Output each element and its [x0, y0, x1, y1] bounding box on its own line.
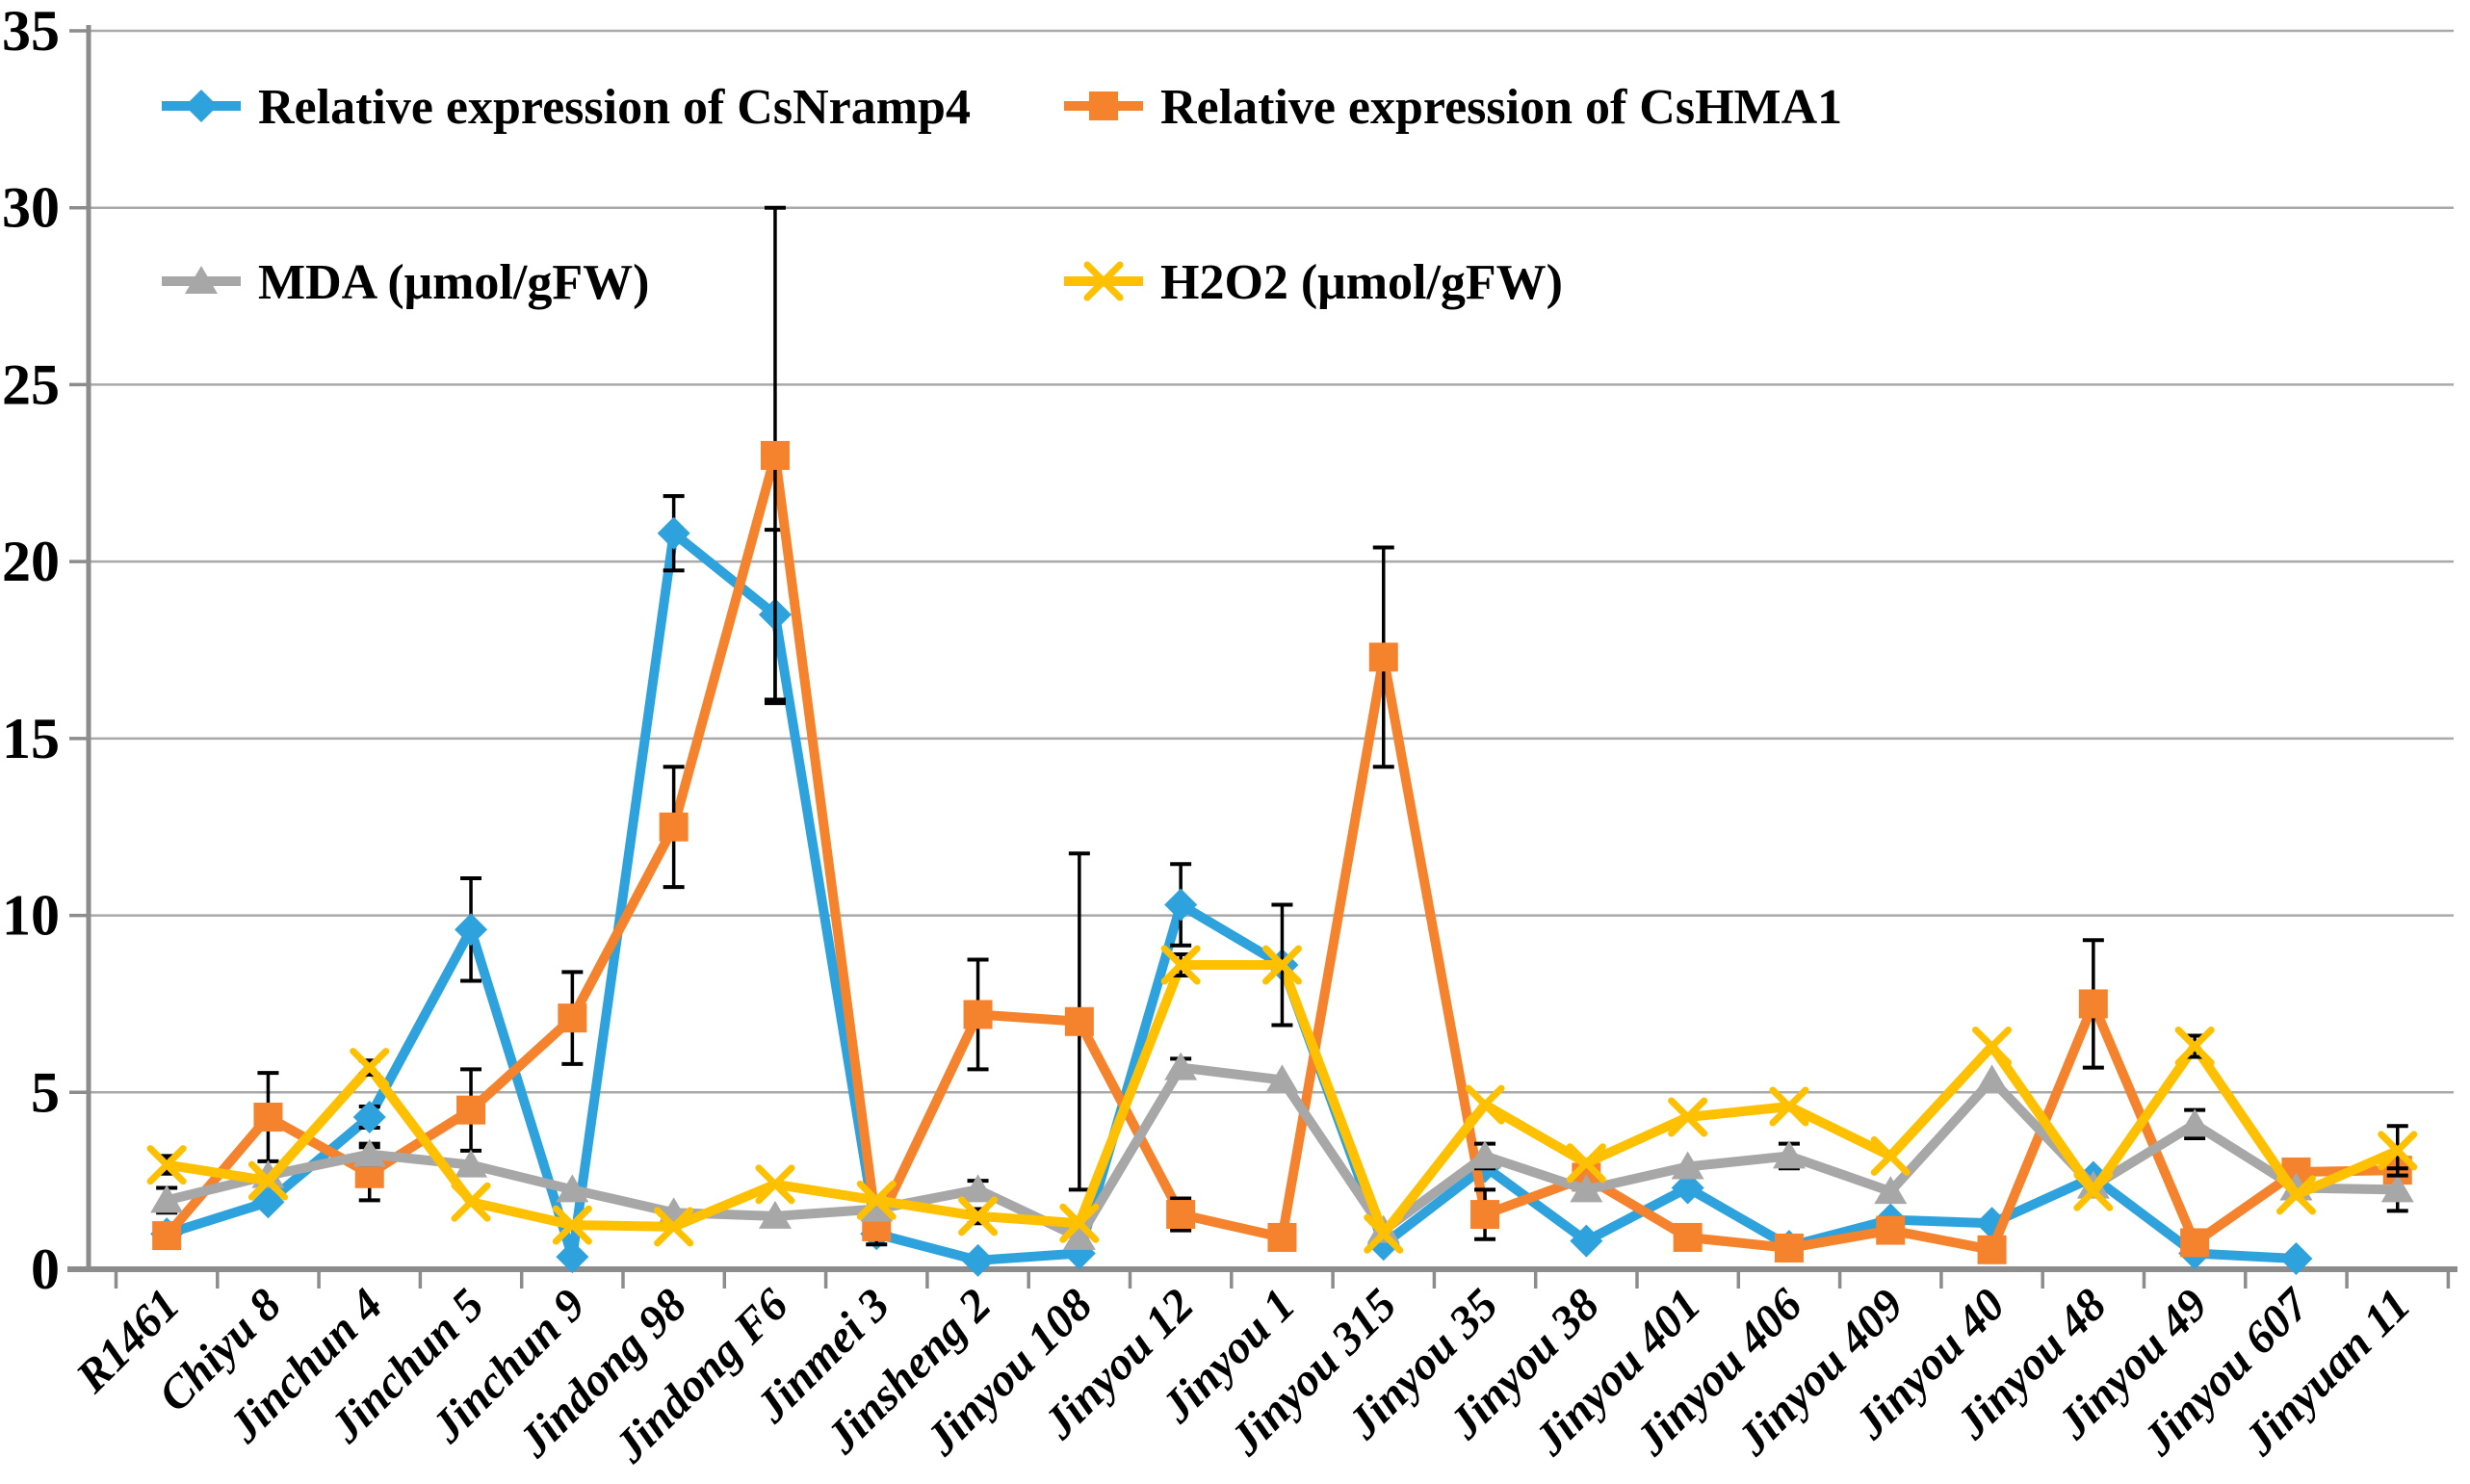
marker-diamond	[1164, 888, 1198, 922]
marker-triangle	[1570, 1174, 1603, 1203]
legend-item-h2o2-mol-gfw: H2O2 (μmol/gFW)	[1064, 255, 1563, 310]
marker-square	[1267, 1222, 1297, 1252]
marker-diamond	[185, 90, 218, 122]
marker-x	[1566, 1143, 1606, 1184]
marker-triangle	[2178, 1108, 2212, 1137]
marker-square	[659, 812, 689, 842]
marker-x	[1083, 261, 1124, 301]
marker-x	[654, 1207, 694, 1247]
marker-diamond	[352, 1101, 386, 1134]
marker-diamond	[961, 1243, 995, 1277]
marker-diamond	[251, 1185, 285, 1219]
marker-square	[1673, 1222, 1703, 1252]
marker-x	[1870, 1135, 1911, 1176]
marker-square	[1876, 1215, 1906, 1245]
legend-item-mda-mol-gfw: MDA (μmol/gFW)	[162, 255, 649, 310]
marker-triangle	[2380, 1174, 2414, 1203]
marker-diamond	[1570, 1224, 1603, 1258]
legend-item-relative-expression-of-csnramp4: Relative expression of CsNramp4	[162, 80, 971, 135]
marker-triangle	[1062, 1221, 1096, 1250]
y-tick-label-35: 35	[2, 0, 60, 63]
marker-triangle	[1671, 1151, 1704, 1180]
marker-square	[1166, 1200, 1196, 1230]
marker-x	[1160, 945, 1201, 985]
marker-x	[350, 1048, 390, 1088]
marker-triangle	[185, 266, 218, 294]
marker-square	[2180, 1228, 2210, 1258]
marker-diamond	[1671, 1171, 1704, 1205]
marker-square	[1977, 1235, 2007, 1264]
marker-triangle	[1469, 1140, 1502, 1169]
marker-triangle	[1265, 1064, 1299, 1093]
series-h2o2-mol-gfw	[146, 902, 2418, 1254]
marker-triangle	[961, 1174, 995, 1203]
y-tick-label-5: 5	[31, 1060, 60, 1124]
marker-square	[1089, 91, 1118, 120]
marker-x	[1465, 1084, 1505, 1125]
marker-diamond	[2279, 1241, 2313, 1275]
marker-x	[2174, 1027, 2215, 1067]
marker-square	[1774, 1233, 1804, 1263]
legend-label: Relative expression of CsHMA1	[1160, 80, 1842, 135]
marker-x	[146, 1145, 187, 1185]
marker-x	[1364, 1213, 1404, 1254]
axes: 0 5 10 15 20 25 30 35	[2, 0, 2457, 1301]
y-tick-label-15: 15	[2, 707, 60, 770]
gridlines	[89, 29, 2454, 1094]
marker-x	[2378, 1131, 2418, 1171]
marker-x	[1769, 1086, 1809, 1127]
marker-x	[451, 1182, 491, 1222]
marker-diamond	[556, 1240, 589, 1274]
marker-x	[1668, 1097, 1708, 1137]
marker-x	[552, 1205, 592, 1245]
marker-triangle	[150, 1185, 184, 1213]
legend-item-relative-expression-of-cshma1: Relative expression of CsHMA1	[1064, 80, 1842, 135]
marker-triangle	[1164, 1052, 1198, 1080]
marker-triangle	[1874, 1176, 1908, 1205]
marker-square	[1470, 1200, 1500, 1230]
marker-square	[1064, 1006, 1094, 1036]
marker-x	[2073, 1171, 2114, 1211]
legend: Relative expression of CsNramp4 Relative …	[162, 80, 1842, 310]
marker-square	[253, 1103, 283, 1133]
marker-diamond	[657, 516, 690, 550]
legend-label: MDA (μmol/gFW)	[258, 255, 649, 310]
y-tick-label-30: 30	[2, 176, 60, 240]
y-tick-label-0: 0	[31, 1237, 60, 1301]
legend-label: H2O2 (μmol/gFW)	[1160, 255, 1563, 310]
marker-diamond	[455, 913, 488, 947]
marker-x	[755, 1164, 795, 1205]
marker-triangle	[455, 1149, 488, 1178]
marker-triangle	[352, 1138, 386, 1167]
marker-x	[958, 1196, 999, 1237]
marker-square	[558, 1003, 587, 1033]
marker-x	[856, 1180, 897, 1220]
marker-triangle	[1975, 1064, 2009, 1093]
legend-label: Relative expression of CsNramp4	[258, 80, 971, 135]
marker-square	[963, 1000, 993, 1029]
marker-x	[1059, 1203, 1100, 1243]
marker-x	[1261, 945, 1302, 985]
series-mda-mol-gfw	[150, 1052, 2414, 1250]
marker-triangle	[556, 1174, 589, 1203]
y-tick-label-10: 10	[2, 884, 60, 948]
marker-square	[2078, 989, 2108, 1019]
marker-x	[1972, 1027, 2013, 1067]
marker-square	[456, 1095, 486, 1125]
y-tick-label-20: 20	[2, 530, 60, 593]
marker-triangle	[1772, 1140, 1806, 1169]
marker-x	[247, 1160, 288, 1201]
marker-square	[152, 1221, 182, 1251]
series-line	[162, 528, 2301, 1265]
marker-triangle	[860, 1193, 894, 1222]
y-tick-label-25: 25	[2, 352, 60, 416]
marker-square	[1368, 642, 1398, 672]
marker-x	[2275, 1175, 2316, 1215]
marker-triangle	[758, 1200, 792, 1229]
marker-square	[760, 440, 790, 470]
